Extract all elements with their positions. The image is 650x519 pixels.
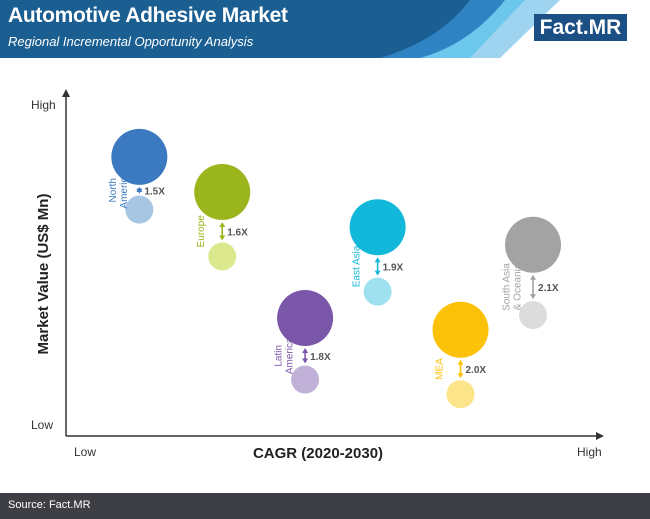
y-axis-arrow-icon (62, 89, 70, 97)
bubble-2020-mea (446, 380, 475, 409)
bubble-2020-south-asia-oceania (519, 301, 548, 330)
region-label-south-asia-oceania-line-2: & Oceania (513, 263, 524, 310)
bubble-2020-north-america (125, 195, 154, 224)
chart-subtitle: Regional Incremental Opportunity Analysi… (8, 34, 254, 49)
bubble-2020-europe (208, 242, 237, 271)
y-tick-low: Low (31, 418, 53, 432)
growth-arrow-head-down-east-asia (374, 270, 381, 276)
y-axis-title: Market Value (US$ Mn) (35, 194, 52, 355)
bubble-2020-east-asia (363, 277, 392, 306)
growth-label-latin-america: 1.8X (310, 352, 331, 363)
bubble-2020-latin-america (291, 365, 320, 394)
growth-arrow-head-down-mea (457, 373, 464, 379)
growth-arrow-head-down-latin-america (302, 358, 309, 364)
y-tick-high: High (31, 98, 56, 112)
growth-arrow-head-up-south-asia-oceania (530, 274, 537, 280)
header: Automotive Adhesive Market Regional Incr… (0, 0, 650, 58)
region-label-north-america-line-2: America (119, 171, 130, 208)
growth-arrow-head-down-europe (219, 235, 226, 241)
bubble-2030-mea (432, 301, 489, 358)
footer-bar: Source: Fact.MR (0, 493, 650, 519)
bubble-2030-north-america (111, 128, 168, 185)
region-label-north-america-line-1: North (108, 178, 119, 202)
chart-title: Automotive Adhesive Market (8, 4, 288, 27)
bubble-2030-east-asia (349, 199, 406, 256)
growth-label-south-asia-oceania: 2.1X (538, 283, 559, 294)
growth-label-east-asia: 1.9X (383, 262, 404, 273)
region-label-south-asia-oceania-line-1: South Asia (502, 263, 513, 311)
source-note: Source: Fact.MR (8, 499, 91, 511)
growth-arrow-head-up-europe (219, 222, 226, 228)
header-band-dark (0, 0, 470, 58)
growth-arrow-head-up-east-asia (374, 257, 381, 263)
region-label-latin-america-line-1: Latin (274, 345, 285, 367)
logo-text-suffix: MR (588, 16, 622, 39)
plot-area: High Low Low High CAGR (2020-2030) Market Val… (31, 89, 604, 462)
region-label-europe-line-1: Europe (196, 215, 207, 248)
region-label-latin-america-line-2: America (285, 337, 296, 374)
growth-arrow-head-up-latin-america (302, 348, 309, 354)
growth-arrow-head-up-mea (457, 359, 464, 365)
x-axis-title: CAGR (2020-2030) (253, 445, 383, 462)
bubble-2030-europe (194, 164, 251, 221)
region-label-east-asia-line-1: East Asia (352, 245, 363, 287)
factmr-logo: Fact.MR (534, 14, 627, 41)
growth-label-mea: 2.0X (466, 365, 487, 376)
bubble-2030-latin-america (277, 290, 334, 347)
logo-text-main: Fact. (539, 16, 589, 39)
growth-label-europe: 1.6X (227, 227, 248, 238)
growth-label-north-america: 1.5X (144, 186, 165, 197)
region-label-mea-line-1: MEA (435, 358, 446, 380)
x-tick-low: Low (74, 445, 96, 459)
x-axis-arrow-icon (596, 432, 604, 440)
x-tick-high: High (577, 445, 602, 459)
bubble-2030-south-asia-oceania (505, 216, 562, 273)
growth-arrow-head-down-north-america (136, 188, 143, 194)
growth-arrow-head-down-south-asia-oceania (530, 294, 537, 300)
